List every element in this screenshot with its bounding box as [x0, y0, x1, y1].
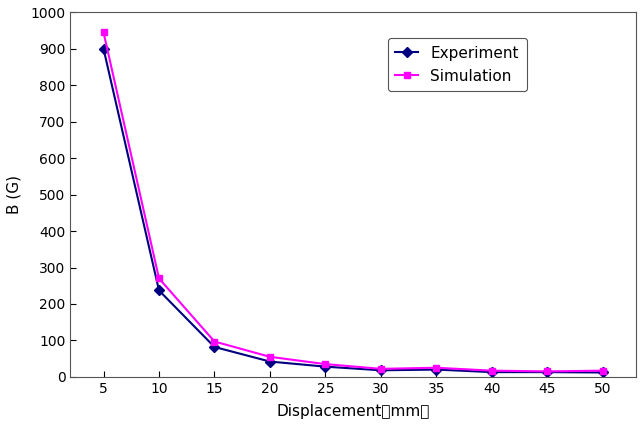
X-axis label: Displacement（mm）: Displacement（mm） — [276, 404, 430, 419]
Experiment — [211, 345, 219, 350]
Simulation — [488, 368, 496, 373]
Simulation — [100, 30, 107, 35]
Simulation — [266, 354, 274, 360]
Legend: Experiment, Simulation: Experiment, Simulation — [388, 38, 527, 91]
Experiment — [488, 370, 496, 375]
Simulation — [211, 339, 219, 344]
Simulation — [543, 369, 551, 374]
Experiment — [377, 368, 385, 373]
Simulation — [322, 362, 329, 367]
Simulation — [433, 365, 440, 370]
Experiment — [433, 367, 440, 372]
Experiment — [599, 370, 606, 375]
Experiment — [155, 288, 163, 293]
Line: Simulation: Simulation — [100, 29, 606, 375]
Experiment — [266, 359, 274, 364]
Y-axis label: B (G): B (G) — [7, 175, 22, 214]
Simulation — [377, 366, 385, 371]
Line: Experiment: Experiment — [100, 46, 606, 376]
Simulation — [155, 276, 163, 281]
Experiment — [100, 46, 107, 52]
Simulation — [599, 368, 606, 373]
Experiment — [543, 370, 551, 375]
Experiment — [322, 364, 329, 369]
